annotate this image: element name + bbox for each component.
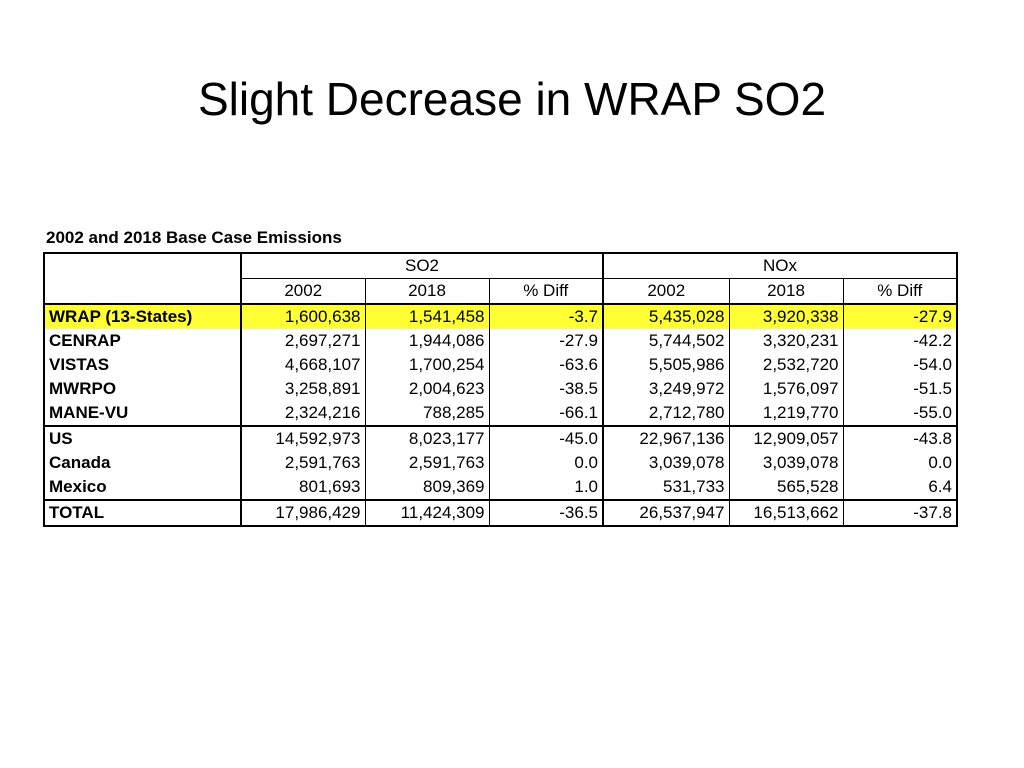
group-header-row: SO2 NOx [43, 252, 958, 304]
nox-2002-cell: 5,435,028 [603, 303, 730, 329]
nox-2018-cell: 1,576,097 [729, 377, 844, 401]
so2-2018-cell: 2,004,623 [365, 377, 490, 401]
so2-pct-diff-cell: -63.6 [489, 353, 604, 377]
slide-title: Slight Decrease in WRAP SO2 [197, 73, 827, 125]
so2-2018-cell: 2,591,763 [365, 451, 490, 475]
so2-pct-diff-cell: -38.5 [489, 377, 604, 401]
row-label: Mexico [43, 475, 242, 500]
nox-2002-cell: 5,505,986 [603, 353, 730, 377]
so2-2018-cell: 8,023,177 [365, 425, 490, 451]
nox-2002-cell: 3,039,078 [603, 451, 730, 475]
so2-2018-cell: 1,700,254 [365, 353, 490, 377]
row-label: TOTAL [43, 499, 242, 527]
so2-2018-cell: 1,944,086 [365, 329, 490, 353]
so2-pct-diff-cell: 0.0 [489, 451, 604, 475]
nox-pct-diff-cell: -27.9 [843, 303, 958, 329]
so2-2002-cell: 801,693 [241, 475, 366, 500]
nox-pct-diff-cell: -54.0 [843, 353, 958, 377]
row-label: VISTAS [43, 353, 242, 377]
nox-2018-cell: 3,320,231 [729, 329, 844, 353]
nox-pct-diff-cell: -43.8 [843, 425, 958, 451]
table-caption: 2002 and 2018 Base Case Emissions [46, 228, 342, 247]
nox-pct-diff-cell: -55.0 [843, 401, 958, 426]
row-label: MWRPO [43, 377, 242, 401]
so2-2018-cell: 11,424,309 [365, 499, 490, 527]
so2-2002-cell: 14,592,973 [241, 425, 366, 451]
so2-pct-diff-cell: -66.1 [489, 401, 604, 426]
so2-2002-cell: 4,668,107 [241, 353, 366, 377]
col-header-so2-pct-diff: % Diff [489, 278, 604, 304]
row-label: US [43, 425, 242, 451]
nox-2002-cell: 26,537,947 [603, 499, 730, 527]
col-header-nox-pct-diff: % Diff [843, 278, 958, 304]
nox-pct-diff-cell: -51.5 [843, 377, 958, 401]
nox-2002-cell: 3,249,972 [603, 377, 730, 401]
table-row-cenrap: CENRAP 2,697,271 1,944,086 -27.9 5,744,5… [43, 329, 958, 353]
table-row-canada: Canada 2,591,763 2,591,763 0.0 3,039,078… [43, 451, 958, 475]
so2-pct-diff-cell: -36.5 [489, 499, 604, 527]
row-label: Canada [43, 451, 242, 475]
so2-2002-cell: 3,258,891 [241, 377, 366, 401]
col-header-nox-2018: 2018 [729, 278, 844, 304]
nox-2018-cell: 12,909,057 [729, 425, 844, 451]
table-row-mane-vu: MANE-VU 2,324,216 788,285 -66.1 2,712,78… [43, 401, 958, 426]
nox-2002-cell: 5,744,502 [603, 329, 730, 353]
nox-2018-cell: 2,532,720 [729, 353, 844, 377]
col-header-nox-2002: 2002 [603, 278, 730, 304]
nox-pct-diff-cell: 6.4 [843, 475, 958, 500]
nox-2002-cell: 22,967,136 [603, 425, 730, 451]
nox-2018-cell: 565,528 [729, 475, 844, 500]
group-header-nox: NOx [603, 252, 958, 279]
nox-pct-diff-cell: -42.2 [843, 329, 958, 353]
so2-2002-cell: 17,986,429 [241, 499, 366, 527]
so2-2018-cell: 1,541,458 [365, 303, 490, 329]
so2-2002-cell: 2,324,216 [241, 401, 366, 426]
table-row-us: US 14,592,973 8,023,177 -45.0 22,967,136… [43, 425, 958, 451]
nox-2018-cell: 3,920,338 [729, 303, 844, 329]
nox-2002-cell: 2,712,780 [603, 401, 730, 426]
so2-2002-cell: 2,591,763 [241, 451, 366, 475]
table-row-mexico: Mexico 801,693 809,369 1.0 531,733 565,5… [43, 475, 958, 500]
row-label: WRAP (13-States) [43, 303, 242, 329]
so2-pct-diff-cell: -27.9 [489, 329, 604, 353]
so2-pct-diff-cell: -45.0 [489, 425, 604, 451]
so2-2002-cell: 2,697,271 [241, 329, 366, 353]
so2-pct-diff-cell: -3.7 [489, 303, 604, 329]
so2-2018-cell: 809,369 [365, 475, 490, 500]
col-header-so2-2018: 2018 [365, 278, 490, 304]
nox-pct-diff-cell: 0.0 [843, 451, 958, 475]
nox-2018-cell: 16,513,662 [729, 499, 844, 527]
row-label: MANE-VU [43, 401, 242, 426]
nox-pct-diff-cell: -37.8 [843, 499, 958, 527]
table-row-total: TOTAL 17,986,429 11,424,309 -36.5 26,537… [43, 499, 958, 527]
group-header-so2: SO2 [241, 252, 604, 279]
nox-2002-cell: 531,733 [603, 475, 730, 500]
subheader-row: 2002 2018 % Diff 2002 2018 % Diff [44, 278, 958, 304]
nox-2018-cell: 1,219,770 [729, 401, 844, 426]
table-row-vistas: VISTAS 4,668,107 1,700,254 -63.6 5,505,9… [43, 353, 958, 377]
so2-pct-diff-cell: 1.0 [489, 475, 604, 500]
header-corner-cell [43, 252, 242, 304]
table-row-mwrpo: MWRPO 3,258,891 2,004,623 -38.5 3,249,97… [43, 377, 958, 401]
row-label: CENRAP [43, 329, 242, 353]
table-row-wrap: WRAP (13-States) 1,600,638 1,541,458 -3.… [43, 303, 958, 329]
so2-2002-cell: 1,600,638 [241, 303, 366, 329]
so2-2018-cell: 788,285 [365, 401, 490, 426]
col-header-so2-2002: 2002 [241, 278, 366, 304]
nox-2018-cell: 3,039,078 [729, 451, 844, 475]
emissions-table: SO2 NOx 2002 2018 % Diff 2002 2018 % Dif… [43, 252, 958, 527]
